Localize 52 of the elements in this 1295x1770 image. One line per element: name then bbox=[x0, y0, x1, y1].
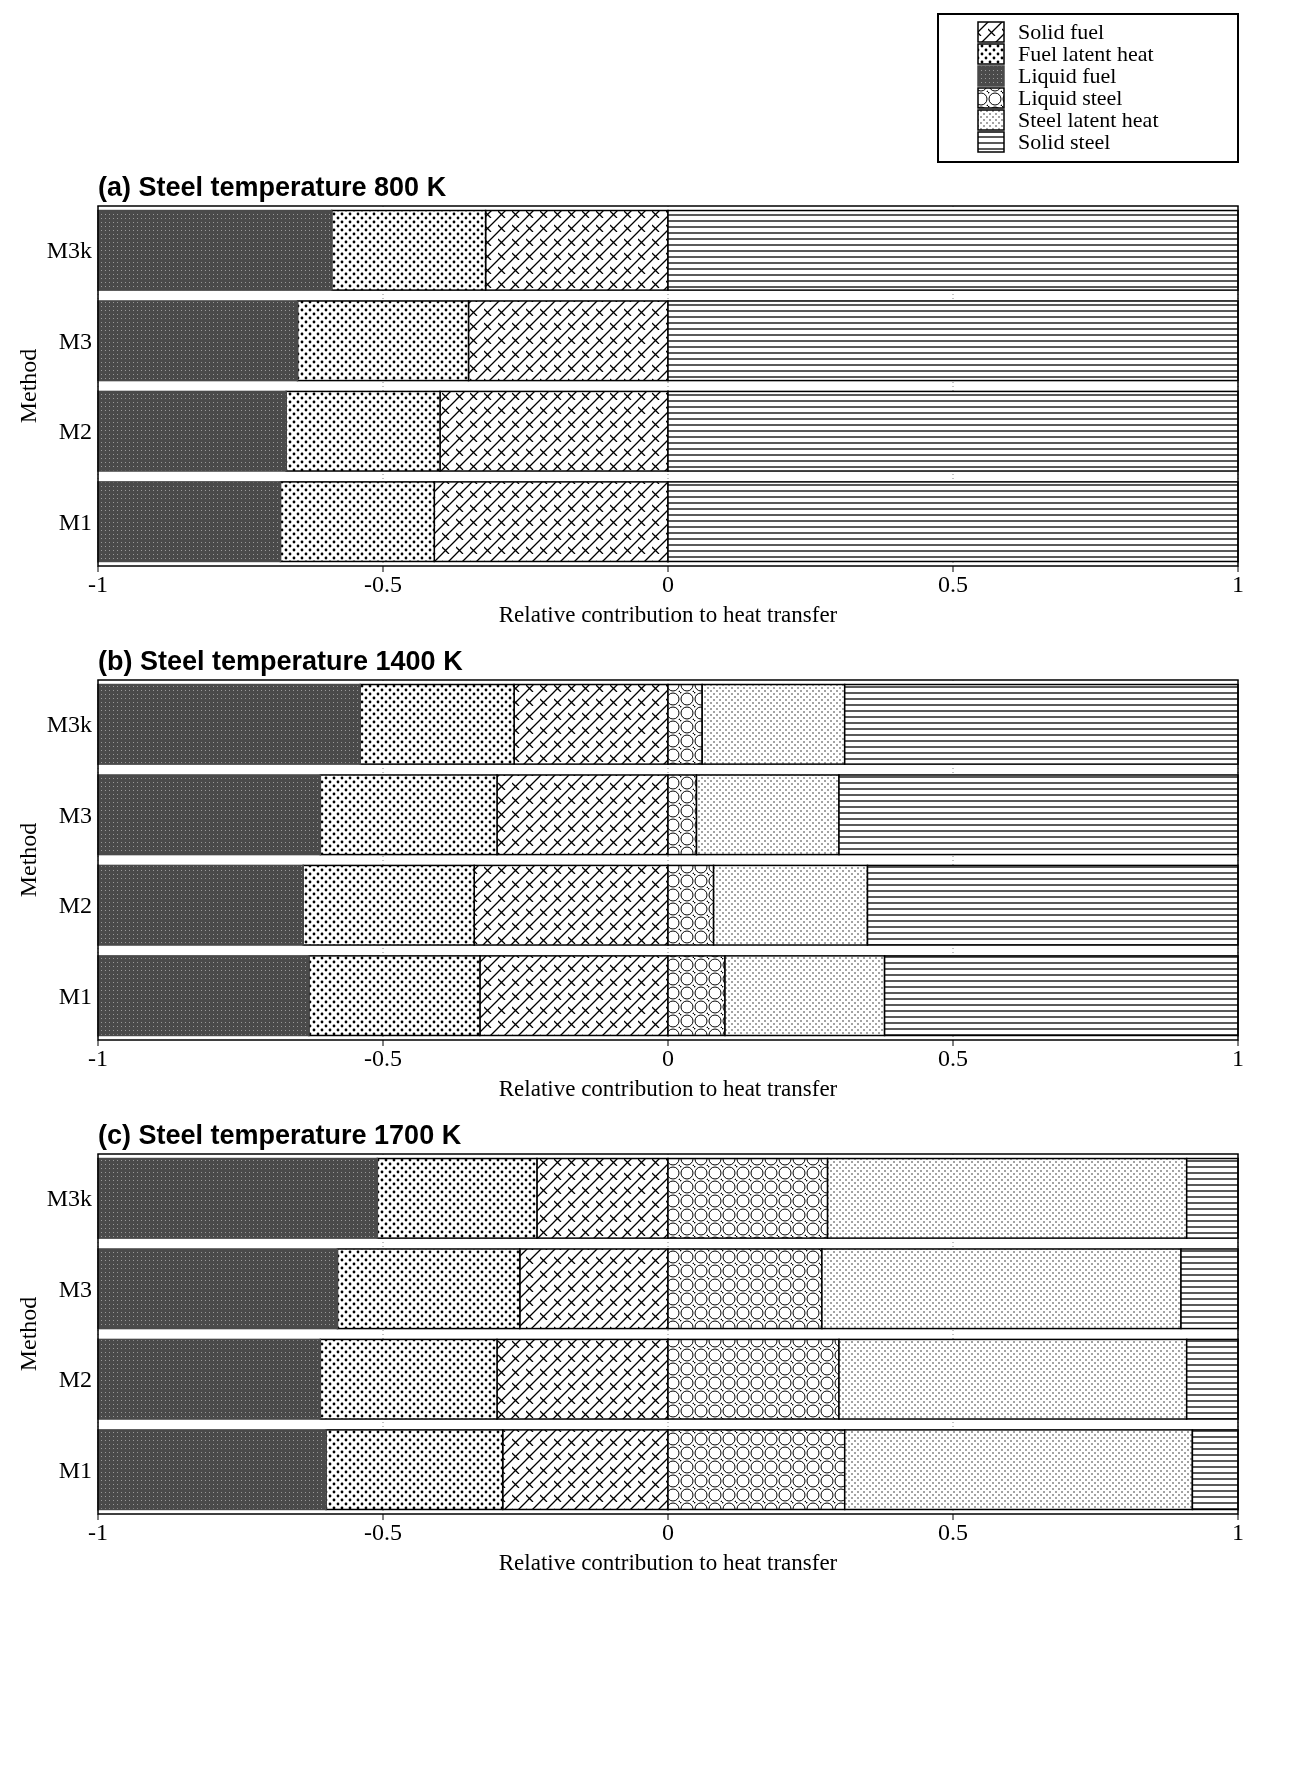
bar bbox=[97, 481, 282, 563]
y-tick-label: M3 bbox=[58, 801, 92, 828]
x-tick-label: -0.5 bbox=[364, 1045, 402, 1071]
y-tick-label: M1 bbox=[58, 982, 92, 1009]
y-tick-label: M2 bbox=[58, 1366, 92, 1393]
chart-title: (a) Steel temperature 800 K bbox=[98, 172, 447, 202]
bar bbox=[97, 1338, 322, 1420]
x-tick-label: 1 bbox=[1232, 571, 1244, 597]
bar bbox=[97, 1157, 379, 1239]
legend-label: Fuel latent heat bbox=[1018, 41, 1154, 66]
bar bbox=[97, 209, 333, 291]
bar bbox=[97, 300, 299, 382]
x-axis-title: Relative contribution to heat transfer bbox=[498, 602, 838, 627]
y-axis-title: Method bbox=[15, 348, 41, 424]
bar bbox=[97, 390, 287, 472]
chart-title: (c) Steel temperature 1700 K bbox=[98, 1120, 462, 1150]
x-tick-label: 0.5 bbox=[938, 1045, 968, 1071]
x-tick-label: -0.5 bbox=[364, 1519, 402, 1545]
y-tick-label: M3k bbox=[46, 1185, 92, 1212]
x-tick-label: 0.5 bbox=[938, 571, 968, 597]
y-tick-label: M3k bbox=[46, 237, 92, 264]
x-tick-label: 0.5 bbox=[938, 1519, 968, 1545]
x-axis-title: Relative contribution to heat transfer bbox=[498, 1550, 838, 1575]
y-tick-label: M2 bbox=[58, 418, 92, 445]
y-axis-title: Method bbox=[15, 1296, 41, 1372]
legend-label: Solid steel bbox=[1018, 129, 1111, 154]
x-tick-label: 0 bbox=[662, 571, 674, 597]
y-tick-label: M1 bbox=[58, 1456, 92, 1483]
y-tick-label: M2 bbox=[58, 892, 92, 919]
bar bbox=[97, 864, 304, 946]
bar bbox=[97, 1248, 339, 1330]
legend-label: Liquid fuel bbox=[1018, 63, 1117, 88]
legend-label: Solid fuel bbox=[1018, 19, 1105, 44]
bar bbox=[97, 774, 322, 856]
bar bbox=[97, 955, 310, 1037]
x-tick-label: -1 bbox=[88, 1045, 108, 1071]
x-tick-label: 0 bbox=[662, 1045, 674, 1071]
y-tick-label: M1 bbox=[58, 508, 92, 535]
y-tick-label: M3k bbox=[46, 711, 92, 738]
x-tick-label: 0 bbox=[662, 1519, 674, 1545]
chart-title: (b) Steel temperature 1400 K bbox=[98, 646, 464, 676]
x-axis-title: Relative contribution to heat transfer bbox=[498, 1076, 838, 1101]
x-tick-label: -1 bbox=[88, 1519, 108, 1545]
y-axis-title: Method bbox=[15, 822, 41, 898]
y-tick-label: M3 bbox=[58, 1275, 92, 1302]
y-tick-label: M3 bbox=[58, 327, 92, 354]
bar bbox=[97, 1429, 327, 1511]
x-tick-label: -1 bbox=[88, 571, 108, 597]
x-tick-label: 1 bbox=[1232, 1519, 1244, 1545]
bar bbox=[97, 683, 361, 765]
x-tick-label: -0.5 bbox=[364, 571, 402, 597]
x-tick-label: 1 bbox=[1232, 1045, 1244, 1071]
